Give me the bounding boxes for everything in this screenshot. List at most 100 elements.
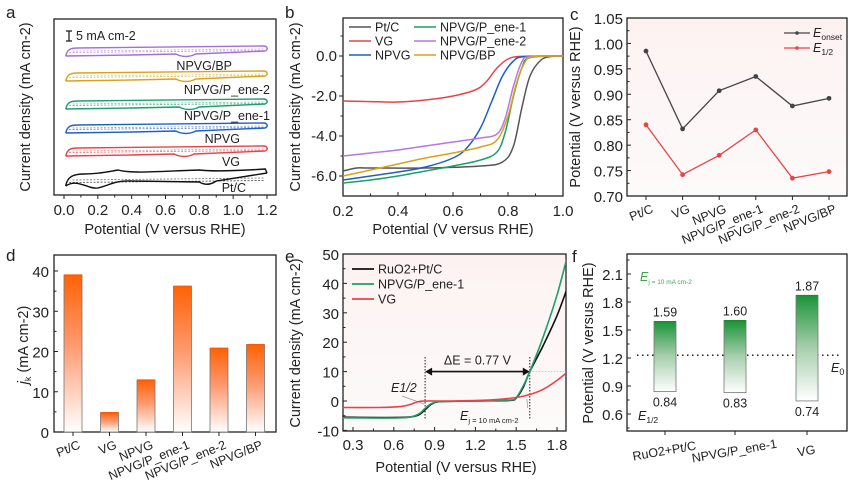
- data-point-e-onset: [716, 88, 722, 94]
- x-tick-label: 0.0: [54, 202, 75, 219]
- cv-dashed-2: [72, 101, 264, 105]
- ej-legend-label-sub: j = 10 mA cm-2: [647, 279, 692, 286]
- legend-label: Pt/C: [375, 21, 399, 35]
- cv-label: NPVG: [205, 132, 240, 146]
- cv-label: NPVG/P_ene-2: [184, 83, 270, 97]
- cv-curve-pt-c: [65, 168, 268, 187]
- legend-marker: [795, 31, 799, 35]
- legend-label: NPVG/P_ene-1: [378, 278, 464, 292]
- ej-legend-label: Ej = 10 mA cm-2: [640, 270, 692, 286]
- y-tick-label: 0.95: [594, 62, 623, 79]
- cv-curve-npvg-p-ene-2: [65, 75, 266, 83]
- e-half-legend-label: E1/2: [638, 409, 658, 425]
- x-tick-label: VG: [97, 438, 119, 458]
- x-tick-label: 1.0: [553, 203, 574, 220]
- x-tick-label: 0.4: [388, 203, 409, 220]
- y-tick-label: 1.00: [594, 36, 623, 53]
- cv-dashed-3: [72, 125, 264, 129]
- x-tick-label: 0.6: [383, 437, 404, 454]
- bar-pt-c: [63, 274, 83, 433]
- y-tick-label: 50: [322, 247, 339, 264]
- y-tick-label: -6.0: [311, 168, 337, 185]
- panel-label-b: b: [285, 3, 294, 22]
- e0-label-sub: 0: [839, 367, 844, 377]
- cv-curve-npvg-bp: [65, 50, 266, 58]
- y-tick-label: -2.0: [311, 88, 337, 105]
- bar-npvg-p-ene-1: [173, 285, 192, 433]
- e-j10-label: Ej = 10 mA cm-2: [460, 409, 519, 425]
- panel-f-potential-bars: f 2.1 1.8 1.5 1.2 0.9 0.6 Potential (V versus R…: [572, 247, 848, 466]
- top-value-label: 1.60: [723, 305, 747, 319]
- data-point-e-onset: [790, 103, 795, 109]
- y-tick-label: 1.2: [602, 351, 623, 368]
- cv-dashed-0: [72, 48, 264, 52]
- legend-label-sub: onset: [821, 32, 842, 42]
- y-axis-label: Potential (V versus RHE): [568, 26, 584, 187]
- y-tick-label: 0: [331, 394, 339, 411]
- y-tick-label: 0.9: [602, 379, 623, 396]
- x-tick-label: VG: [796, 443, 816, 460]
- series-line-e-onset: [645, 50, 830, 131]
- x-tick-label: 1.5: [506, 437, 527, 454]
- e-half-pointer: [401, 395, 425, 405]
- x-tick-label: 0.8: [498, 203, 519, 220]
- data-point-e-half: [680, 172, 685, 178]
- y-axis-label: Current density (mA cm-2): [18, 22, 34, 191]
- x-tick-label: 1.0: [223, 202, 244, 219]
- legend-label: NPVG/BP: [440, 49, 496, 63]
- cv-curve-vg: [65, 145, 268, 157]
- bar-vg: [100, 412, 119, 433]
- y-tick-label: 1.05: [594, 11, 623, 28]
- legend-label: NPVG/P_ene-1: [440, 21, 526, 35]
- cv-dashed-5: [72, 177, 264, 181]
- x-axis-label: Potential (V versus RHE): [375, 460, 536, 476]
- panel-label-e: e: [285, 247, 294, 266]
- bar-npvg: [136, 379, 156, 433]
- arrow-head-left: [425, 367, 433, 376]
- y-axis-label-rest: (mA cm-2): [16, 306, 32, 377]
- axes-frame: [626, 253, 848, 432]
- e-j10-label-sub: j = 10 mA cm-2: [467, 416, 518, 425]
- y-tick-label: 0.80: [594, 138, 623, 155]
- cv-curve-npvg: [65, 122, 268, 134]
- cv-dashed-5: [69, 180, 264, 183]
- bar-npvg-bp: [246, 344, 265, 433]
- panel-b-lsv-orr: b 0.2 0.4 0.6 0.8 1.0 0.0 -2.0 -4.0 -6.0 Potential…: [285, 3, 573, 238]
- x-tick-label: 0.2: [87, 202, 108, 219]
- cv-dashed-4: [72, 148, 264, 152]
- e0-label-main: E: [831, 361, 840, 375]
- panel-label-c: c: [570, 5, 579, 24]
- y-tick-label: 0.90: [594, 87, 623, 104]
- x-tick-label: 0.6: [443, 203, 464, 220]
- legend-label: NPVG: [375, 49, 410, 63]
- panel-e-bifunctional-lsv: e 0.3 0.6 0.9 1.2 1.5 1.8 50 40 30 20 10 0 -10 Potenti…: [285, 247, 567, 476]
- panel-c-onset-halfwave: c 1.05 1.00 0.95 0.90 0.85 0.80 0.75 0.70 Potenti…: [568, 5, 848, 247]
- y-axis-label-main: j: [16, 380, 32, 386]
- legend-label: NPVG/P_ene-2: [440, 35, 526, 49]
- panel-label-f: f: [572, 247, 577, 266]
- lsv-line-npvg-p-ene-2: [342, 55, 564, 157]
- y-tick-label: -4.0: [311, 128, 337, 145]
- x-tick-label: 0.9: [424, 437, 445, 454]
- scale-bar-label: 5 mA cm-2: [76, 29, 136, 43]
- cv-curve-npvg-p-ene-2: [65, 70, 268, 82]
- y-tick-label: 20: [322, 335, 339, 352]
- x-tick-label: Pt/C: [627, 202, 655, 224]
- lsv-line-pt-c: [342, 55, 564, 172]
- x-tick-label: Pt/C: [54, 438, 82, 460]
- delta-e-label: ΔE = 0.77 V: [444, 354, 512, 368]
- data-point-e-half: [826, 169, 832, 174]
- plot-background: [627, 18, 847, 196]
- y-axis-label: jk (mA cm-2): [16, 306, 33, 387]
- bar-ruo2-pt-c: [653, 321, 677, 393]
- x-tick-label: 0.2: [333, 203, 354, 220]
- lsv-line-vg: [343, 372, 566, 409]
- y-axis-label: Current density (mA cm-2): [288, 22, 304, 191]
- e-half-main: E1/2: [391, 381, 417, 395]
- e-j10-label-main: E: [460, 409, 469, 423]
- x-tick-label: NPVG/P_ene-1: [691, 437, 778, 466]
- top-value-label: 1.87: [795, 279, 819, 293]
- y-axis-label: Current density (mA cm-2): [288, 258, 304, 427]
